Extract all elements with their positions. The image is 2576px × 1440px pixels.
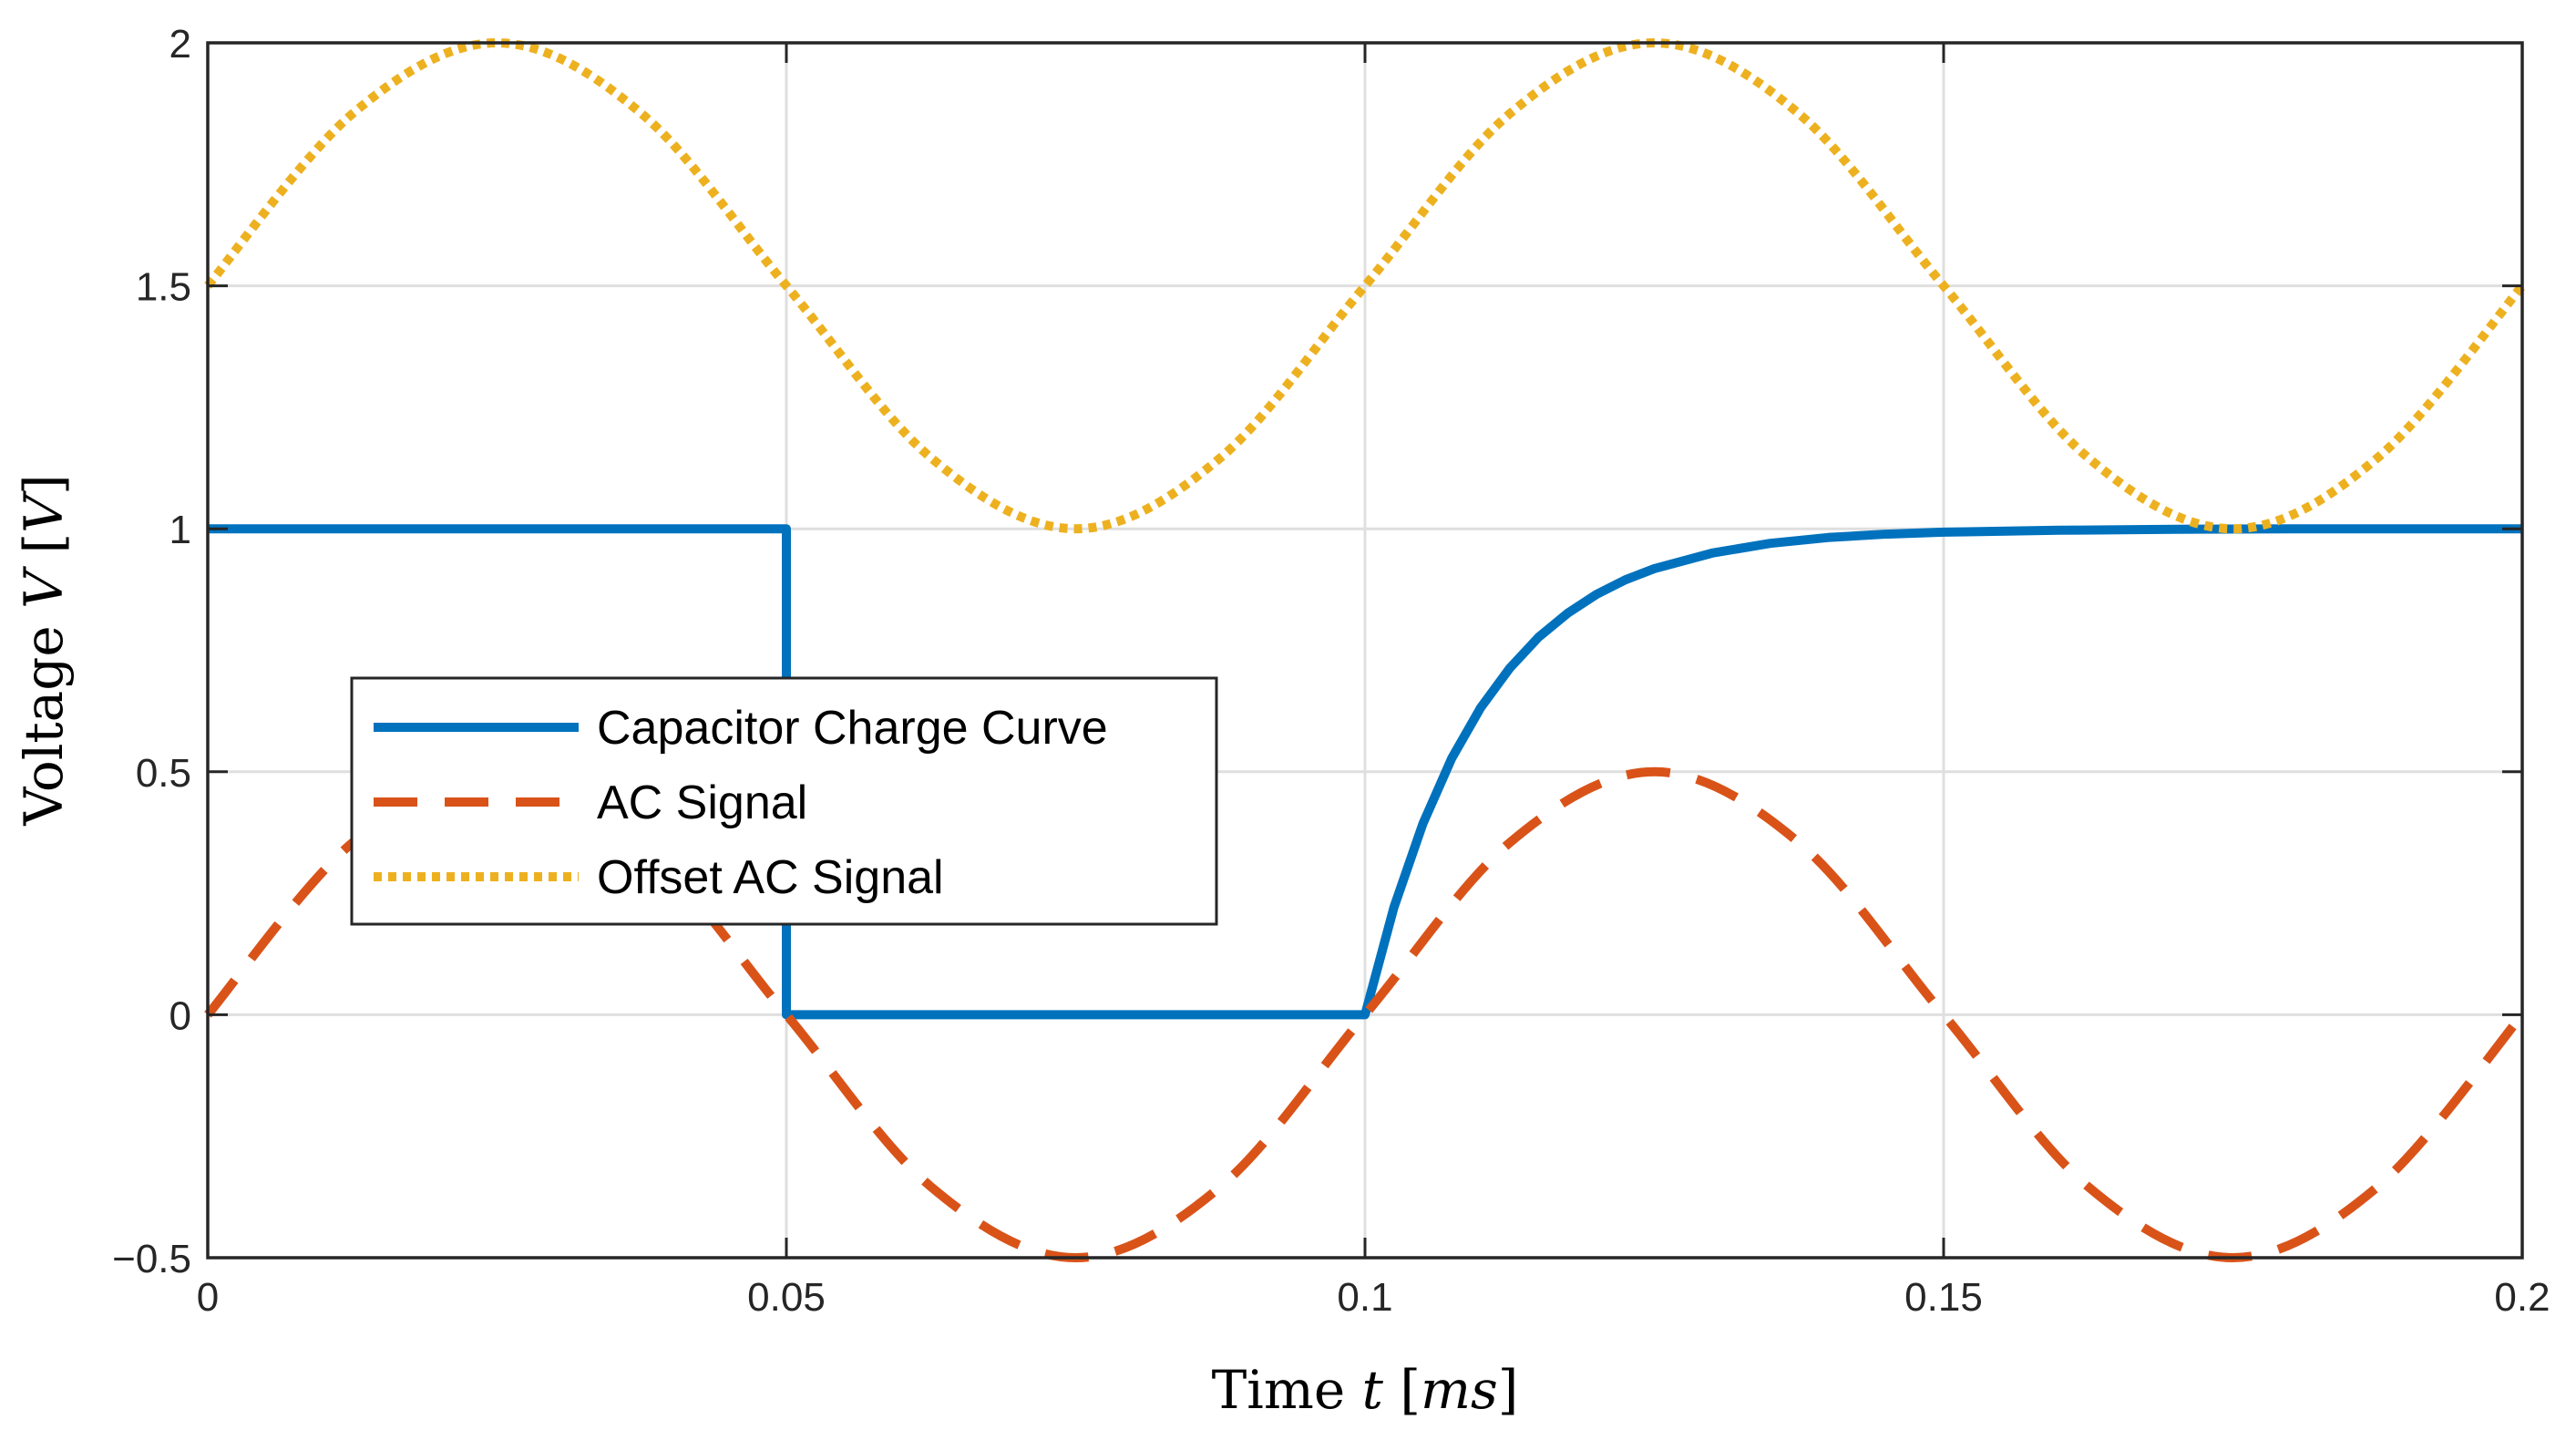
x-tick-label: 0 [197, 1275, 219, 1320]
legend-entry-capacitor: Capacitor Charge Curve [374, 702, 1108, 755]
legend-box [350, 676, 1218, 926]
y-axis-title: Voltage V [V] [13, 474, 75, 826]
legend-entry-ac-signal: AC Signal [374, 777, 807, 829]
legend-entry-offset-ac-signal: Offset AC Signal [374, 851, 944, 904]
y-tick-label: 2 [169, 22, 191, 67]
x-axis-title: Time t [ms] [1212, 1359, 1519, 1421]
legend-label-ac-signal: AC Signal [597, 777, 807, 829]
y-tick-label: 0.5 [136, 751, 191, 796]
y-tick-label: 1 [169, 508, 191, 552]
x-tick-label: 0.15 [1904, 1275, 1983, 1320]
legend: Capacitor Charge Curve AC Signal Offset … [350, 676, 1218, 926]
legend-label-offset-ac-signal: Offset AC Signal [597, 851, 944, 904]
x-tick-label: 0.05 [747, 1275, 826, 1320]
ticks: 0 0.05 0.1 0.15 0.2−0.500.511.52 [112, 22, 2550, 1320]
x-tick-label: 0.2 [2494, 1275, 2550, 1320]
y-tick-label: 1.5 [136, 265, 191, 310]
y-tick-label: −0.5 [112, 1237, 191, 1281]
series-line-capacitor-charge-curve [208, 524, 2522, 1020]
legend-label-capacitor: Capacitor Charge Curve [597, 702, 1108, 755]
y-tick-label: 0 [169, 993, 191, 1038]
x-tick-label: 0.1 [1337, 1275, 1392, 1320]
